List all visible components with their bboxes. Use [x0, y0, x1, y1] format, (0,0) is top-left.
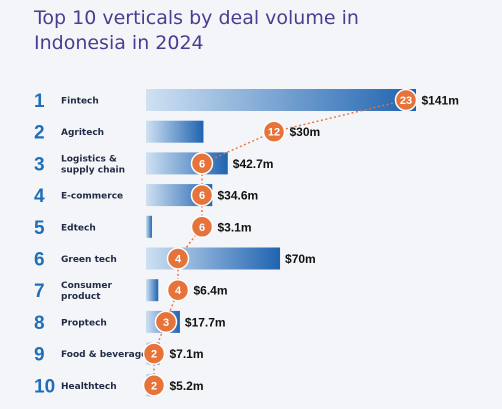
category-label: E-commerce [61, 192, 123, 202]
rank-label: 8 [34, 313, 45, 334]
value-label: $5.2m [170, 379, 204, 393]
category-label: Green tech [61, 255, 117, 265]
bar [146, 89, 416, 111]
deal-count-label: 6 [199, 190, 205, 202]
category-label: Proptech [61, 318, 107, 328]
deal-count-label: 3 [163, 317, 169, 329]
deal-count-label: 2 [151, 380, 157, 392]
bar [146, 247, 281, 270]
category-label: Fintech [61, 97, 99, 107]
category-label: Agritech [61, 128, 104, 138]
bar [146, 120, 204, 143]
deal-count-label: 6 [199, 158, 205, 170]
value-label: $6.4m [194, 284, 228, 298]
deal-count-bubble [394, 88, 418, 112]
deal-count-label: 4 [175, 285, 182, 297]
deal-count-bubble [190, 183, 214, 207]
rank-label: 6 [34, 250, 45, 271]
deal-count-bubble [190, 215, 214, 239]
value-label: $17.7m [185, 315, 226, 329]
rank-label: 4 [34, 186, 45, 207]
value-label: $70m [285, 252, 316, 266]
value-label: $7.1m [170, 347, 204, 361]
category-label: Logistics & supply chain [61, 154, 125, 175]
rank-label: 3 [34, 154, 45, 175]
deal-count-bubble [142, 342, 166, 365]
deal-count-bubble [154, 310, 178, 334]
bar [146, 215, 152, 238]
value-label: $42.7m [233, 157, 274, 171]
category-label: Consumer product [61, 281, 112, 302]
rank-label: 7 [34, 281, 45, 302]
bar [146, 152, 228, 175]
deal-count-bubble [142, 374, 166, 397]
deal-count-bubble [166, 278, 190, 302]
value-label: $30m [290, 125, 321, 139]
rank-label: 1 [34, 91, 45, 112]
deal-count-label: 2 [151, 349, 157, 361]
value-label: $34.6m [218, 189, 259, 203]
category-label: Healthtech [61, 382, 117, 392]
category-label: Food & beverage [61, 350, 147, 360]
bar [146, 279, 159, 302]
rank-label: 2 [34, 123, 45, 144]
deal-count-connector [153, 99, 407, 386]
deal-count-label: 4 [175, 254, 182, 266]
deal-count-bubble [262, 120, 286, 143]
deal-count-label: 12 [268, 127, 280, 139]
value-label: $141m [422, 94, 459, 108]
deal-count-label: 23 [400, 95, 412, 107]
value-label: $3.1m [218, 220, 252, 234]
rank-label: 5 [34, 218, 45, 239]
deal-count-bubble [166, 247, 190, 270]
chart-title: Top 10 verticals by deal volume in Indon… [34, 7, 359, 54]
deal-count-bubble [190, 152, 214, 175]
deal-count-label: 6 [199, 222, 205, 234]
category-label: Edtech [61, 223, 96, 233]
rank-label: 9 [34, 345, 45, 366]
rank-label: 10 [34, 376, 55, 397]
